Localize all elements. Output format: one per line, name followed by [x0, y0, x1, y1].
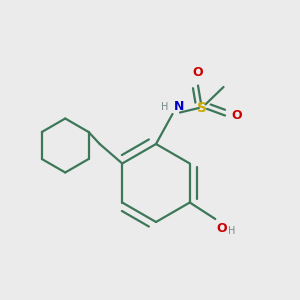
Text: O: O — [193, 67, 203, 80]
Text: O: O — [217, 222, 227, 235]
Text: H: H — [160, 103, 168, 112]
Text: H: H — [228, 226, 235, 236]
Text: N: N — [174, 100, 184, 112]
Text: O: O — [231, 109, 242, 122]
Text: S: S — [197, 101, 208, 115]
